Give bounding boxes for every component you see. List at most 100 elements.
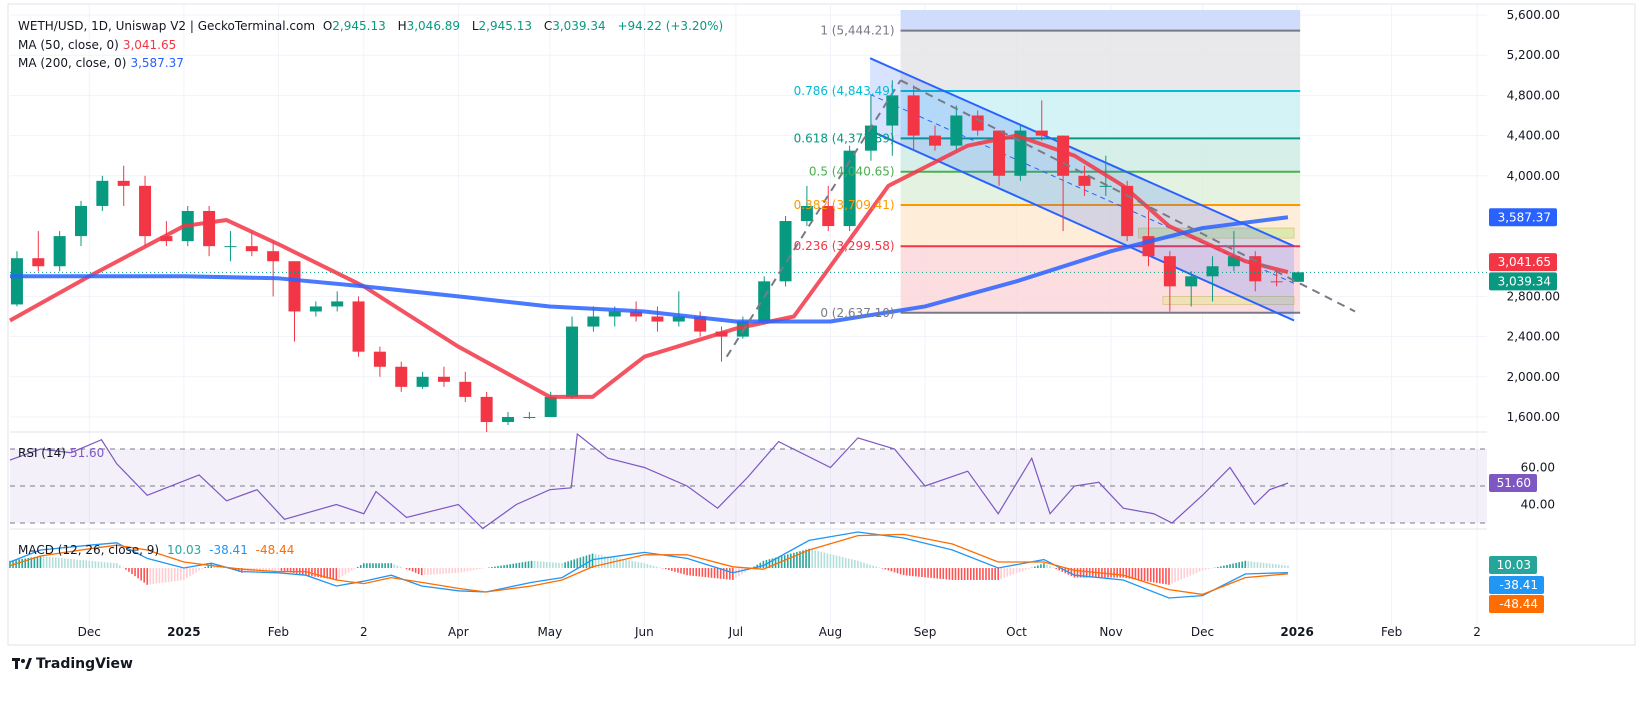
price-tick-label: 5,600.00 — [1507, 8, 1560, 22]
price-tick-label: 2,400.00 — [1507, 330, 1560, 344]
symbol-legend: WETH/USD, 1D, Uniswap V2 | GeckoTerminal… — [18, 19, 727, 33]
open-value: 2,945.13 — [332, 19, 386, 33]
price-tick-label: 5,200.00 — [1507, 48, 1560, 62]
price-zone — [1162, 296, 1295, 305]
candle-body — [950, 115, 963, 146]
ma200-label: MA (200, close, 0) — [18, 56, 127, 70]
candle-body — [1270, 281, 1283, 283]
rsi-value: 51.60 — [69, 446, 105, 460]
candle-body — [1078, 175, 1091, 186]
candle-body — [1035, 130, 1048, 136]
candle-body — [886, 95, 899, 126]
signal-line — [9, 533, 1289, 596]
macd-legend[interactable]: MACD (12, 26, close, 9) 10.03 -38.41 -48… — [18, 543, 298, 557]
chart-frame — [7, 3, 1636, 646]
candle-body — [1185, 276, 1198, 287]
fib-level-label: 0.5 (4,040.65) — [809, 165, 895, 179]
candle-body — [395, 366, 408, 387]
fib-level-label: 0.382 (3,709.41) — [794, 198, 895, 212]
candle-body — [502, 417, 514, 423]
candles — [10, 80, 1487, 433]
time-tick-label: Nov — [1099, 625, 1122, 639]
macd-value: -38.41 — [209, 543, 248, 557]
candle-body — [75, 205, 87, 237]
rsi-line — [9, 432, 1289, 530]
ma50-legend[interactable]: MA (50, close, 0) 3,041.65 — [18, 38, 180, 52]
time-tick-label: 2025 — [167, 625, 200, 639]
candle-body — [1227, 256, 1240, 267]
ma50-price-label: 3,041.65 — [1498, 255, 1551, 269]
fib-level-label: 0.236 (3,299.58) — [794, 239, 895, 253]
candle-body — [1121, 185, 1134, 237]
macd-hist-value: 10.03 — [166, 543, 202, 557]
channel-line — [869, 57, 1295, 248]
candle-body — [53, 236, 66, 267]
low-label: L — [471, 19, 479, 33]
time-tick-label: Dec — [1191, 625, 1214, 639]
candle-body — [1014, 130, 1027, 176]
candle-body — [929, 135, 941, 146]
ma50-line — [9, 133, 1289, 399]
rsi-price-label: 51.60 — [1497, 476, 1531, 490]
last-price-label-bg — [1489, 272, 1557, 291]
ma200-price-label-bg — [1489, 208, 1557, 227]
ma200-line — [10, 215, 1289, 324]
time-tick-label: Feb — [1381, 625, 1402, 639]
candle-body — [160, 236, 173, 242]
low-value: 2,945.13 — [478, 19, 532, 33]
fib-level-label: 0.618 (4,371.89) — [794, 131, 895, 145]
signal-price-label: -48.44 — [1499, 597, 1538, 611]
fib-band-top — [900, 10, 1301, 31]
candle-body — [608, 311, 621, 317]
price-tick-label: 2,000.00 — [1507, 370, 1560, 384]
moving-averages — [9, 133, 1289, 399]
macd-hist-price-label: 10.03 — [1497, 558, 1531, 572]
candle-body — [630, 311, 643, 317]
last-price-label: 3,039.34 — [1498, 274, 1551, 288]
candle-body — [1206, 266, 1219, 277]
price-tick-label: 4,800.00 — [1507, 88, 1560, 102]
ma50-value: 3,041.65 — [122, 38, 177, 52]
macd-price-label-bg — [1489, 576, 1544, 594]
candle-body — [32, 258, 45, 267]
ma200-price-label: 3,587.37 — [1498, 210, 1551, 224]
fib-level-label: 0.786 (4,843.49) — [794, 84, 895, 98]
time-tick-label: 2026 — [1280, 625, 1313, 639]
tradingview-logo-text: TradingView — [36, 656, 133, 672]
tradingview-logo[interactable]: TradingView — [12, 656, 133, 672]
time-tick-label: 2 — [1473, 625, 1481, 639]
fib-labels: 1 (5,444.21) 0.786 (4,843.49) 0.618 (4,371… — [794, 24, 895, 320]
macd-pane — [9, 531, 1289, 599]
candle-body — [1099, 185, 1112, 187]
price-tick-label: 4,400.00 — [1507, 129, 1560, 143]
tradingview-logo-icon — [12, 658, 32, 669]
candle-body — [779, 221, 792, 282]
fib-level-label: 0 (2,637.10) — [820, 306, 894, 320]
candle-body — [1057, 135, 1070, 176]
trend-lines[interactable] — [725, 79, 1356, 358]
macd-signal-value: -48.44 — [255, 543, 295, 557]
time-tick-label: Jun — [634, 625, 654, 639]
candle-body — [139, 185, 152, 237]
candle-body — [822, 205, 835, 227]
macd-hist-price-label-bg — [1489, 556, 1537, 574]
ma200-legend[interactable]: MA (200, close, 0) 3,587.37 — [18, 56, 188, 70]
ma50-label: MA (50, close, 0) — [18, 38, 119, 52]
change-value: +94.22 (+3.20%) — [617, 19, 724, 33]
candle-body — [864, 125, 877, 151]
candle-body — [587, 316, 600, 327]
candle-body — [907, 95, 920, 136]
symbol-title: WETH/USD, 1D, Uniswap V2 | GeckoTerminal… — [18, 19, 316, 33]
candle-body — [267, 251, 280, 262]
time-tick-label: Feb — [268, 625, 289, 639]
ma50-price-label-bg — [1489, 253, 1557, 272]
close-value: 3,039.34 — [552, 19, 606, 33]
time-tick-label: May — [537, 625, 562, 639]
candle-body — [993, 130, 1006, 176]
close-label: C — [543, 19, 553, 33]
rsi-pane — [9, 432, 1487, 530]
time-tick-label: Oct — [1006, 625, 1027, 639]
rsi-legend[interactable]: RSI (14) 51.60 — [18, 446, 108, 460]
